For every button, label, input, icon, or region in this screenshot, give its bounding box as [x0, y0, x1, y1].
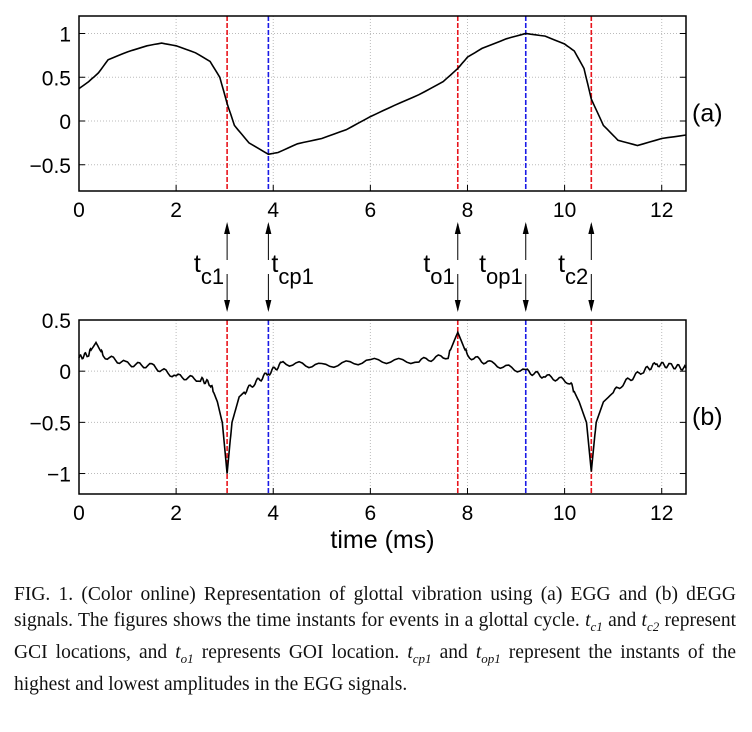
event-label: tcp1: [271, 250, 313, 289]
x-tick-label: 6: [365, 502, 377, 525]
arrow-up-icon: [265, 222, 272, 234]
symbol-top1: top1: [475, 641, 501, 666]
plot-frame: [78, 319, 687, 495]
x-tick-label: 2: [170, 502, 182, 525]
x-tick-label: 10: [553, 199, 576, 222]
event-marker-cp1: tcp1: [265, 222, 314, 312]
arrow-up-icon: [522, 222, 529, 234]
symbol-tc2: tc2: [641, 610, 660, 634]
arrow-down-icon: [224, 300, 231, 312]
signal-line: [78, 330, 687, 474]
x-tick-label: 0: [73, 502, 85, 525]
x-tick-label: 2: [170, 199, 182, 222]
event-marker-c2: tc2: [558, 222, 595, 312]
x-tick-label: 12: [650, 199, 673, 222]
event-label: tc1: [194, 250, 224, 289]
y-tick-label: 0: [59, 111, 71, 134]
caption-text: represent the instants of the highest an…: [14, 641, 737, 695]
arrow-down-icon: [522, 300, 529, 312]
symbol-tc1: tc1: [585, 610, 603, 634]
x-axis-label: time (ms): [330, 526, 434, 554]
y-tick-label: −0.5: [30, 155, 71, 178]
figure-caption: FIG. 1. (Color online) Representation of…: [14, 582, 736, 698]
x-tick-label: 12: [650, 502, 673, 525]
event-label: to1: [423, 250, 454, 289]
caption-text: and: [431, 641, 476, 663]
event-label: top1: [479, 250, 523, 289]
arrow-down-icon: [265, 300, 272, 312]
x-tick-label: 8: [462, 502, 474, 525]
caption-text: represents GOI location.: [193, 641, 408, 663]
panel-label: (b): [692, 403, 723, 431]
arrow-down-icon: [454, 300, 461, 312]
y-tick-label: 0.5: [42, 310, 71, 333]
x-tick-label: 8: [462, 199, 474, 222]
panel-b: 0 2 4 6 8 10 12 0.5 0 −0.5 −1 (b) time (ms): [30, 310, 723, 554]
panel-label: (a): [692, 100, 723, 128]
y-tick-label: 0.5: [42, 67, 71, 90]
event-label: tc2: [558, 250, 588, 289]
caption-text: represent GCI locations, and: [14, 610, 737, 663]
y-tick-label: 0: [59, 361, 71, 384]
x-tick-label: 4: [267, 199, 279, 222]
plot-frame: [78, 15, 687, 192]
signal-line: [78, 32, 687, 156]
y-tick-label: −0.5: [30, 412, 71, 435]
x-tick-label: 6: [365, 199, 377, 222]
caption-text: FIG. 1. (Color online) Representation of…: [14, 584, 736, 631]
arrow-down-icon: [588, 300, 595, 312]
y-tick-label: −1: [47, 464, 71, 487]
x-tick-label: 10: [553, 502, 576, 525]
y-tick-label: 1: [59, 24, 71, 47]
event-marker-c1: tc1: [194, 222, 231, 312]
symbol-tcp1: tcp1: [407, 641, 432, 666]
symbol-to1: to1: [175, 641, 194, 666]
arrow-up-icon: [454, 222, 461, 234]
event-marker-o1: to1: [423, 222, 461, 312]
event-marker-op1: top1: [479, 222, 529, 312]
x-tick-label: 0: [73, 199, 85, 222]
caption-text: and: [602, 610, 642, 631]
arrow-up-icon: [588, 222, 595, 234]
arrow-up-icon: [224, 222, 231, 234]
x-tick-label: 4: [267, 502, 279, 525]
